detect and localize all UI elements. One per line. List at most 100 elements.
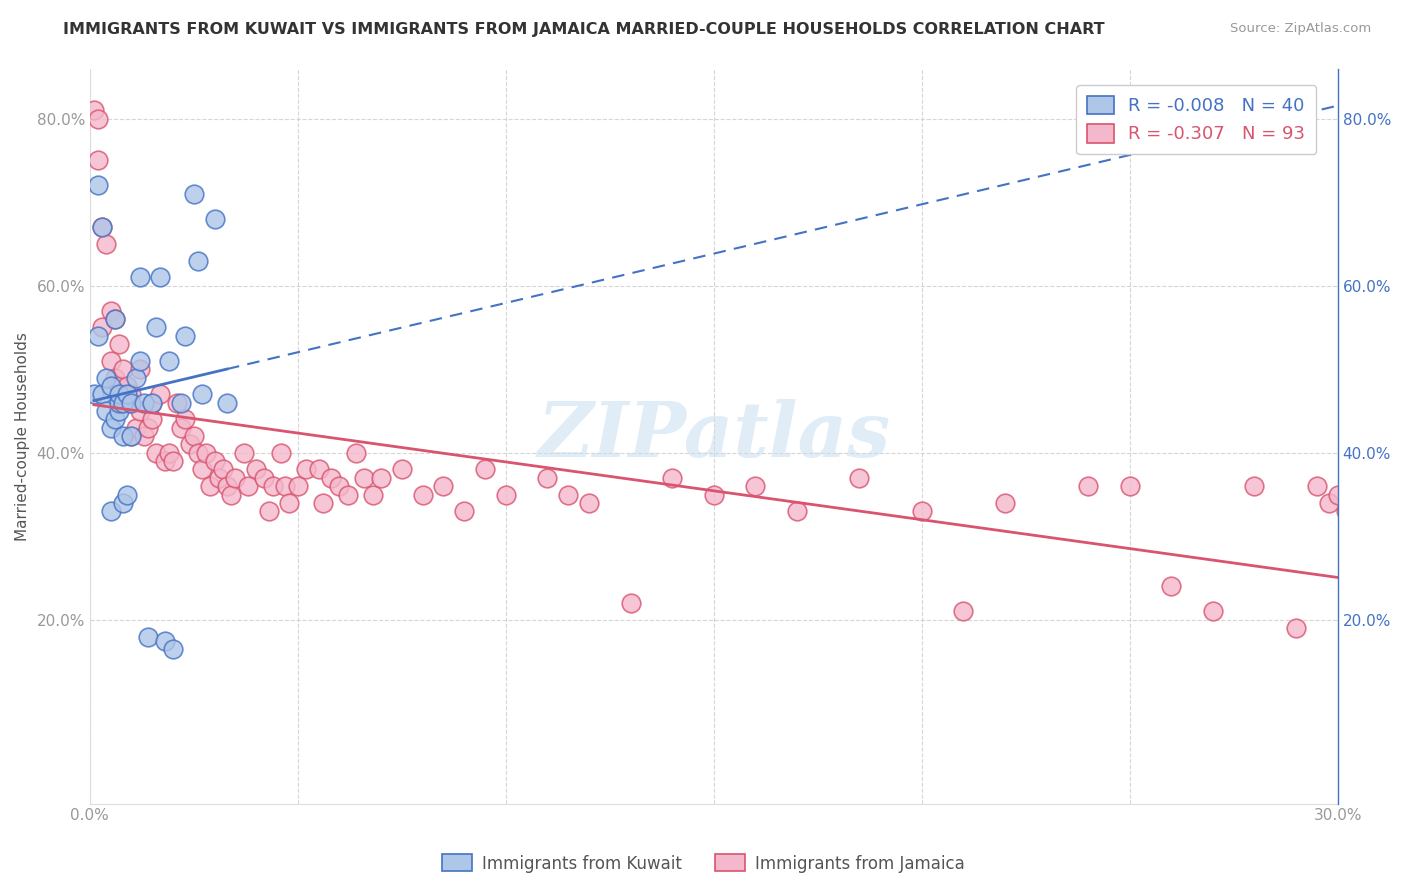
Point <box>132 429 155 443</box>
Point <box>187 446 209 460</box>
Point <box>100 354 122 368</box>
Point <box>391 462 413 476</box>
Point <box>703 487 725 501</box>
Point <box>120 429 142 443</box>
Point <box>136 630 159 644</box>
Point <box>319 471 342 485</box>
Legend: R = -0.008   N = 40, R = -0.307   N = 93: R = -0.008 N = 40, R = -0.307 N = 93 <box>1076 85 1316 154</box>
Point <box>253 471 276 485</box>
Point <box>162 454 184 468</box>
Point <box>141 395 163 409</box>
Point <box>848 471 870 485</box>
Point <box>212 462 235 476</box>
Point <box>115 395 138 409</box>
Point <box>87 328 110 343</box>
Point <box>83 387 105 401</box>
Point <box>124 421 146 435</box>
Point <box>100 379 122 393</box>
Point <box>141 395 163 409</box>
Point <box>1118 479 1140 493</box>
Legend: Immigrants from Kuwait, Immigrants from Jamaica: Immigrants from Kuwait, Immigrants from … <box>434 847 972 880</box>
Point <box>361 487 384 501</box>
Point <box>112 387 135 401</box>
Point <box>312 496 335 510</box>
Point <box>91 387 114 401</box>
Point <box>353 471 375 485</box>
Point <box>744 479 766 493</box>
Point <box>1160 579 1182 593</box>
Point <box>195 446 218 460</box>
Point <box>166 395 188 409</box>
Point <box>287 479 309 493</box>
Text: IMMIGRANTS FROM KUWAIT VS IMMIGRANTS FROM JAMAICA MARRIED-COUPLE HOUSEHOLDS CORR: IMMIGRANTS FROM KUWAIT VS IMMIGRANTS FRO… <box>63 22 1105 37</box>
Point <box>1243 479 1265 493</box>
Point <box>96 370 118 384</box>
Point <box>145 446 167 460</box>
Point <box>1334 504 1357 518</box>
Point <box>994 496 1017 510</box>
Point <box>1285 621 1308 635</box>
Point <box>96 404 118 418</box>
Point <box>91 220 114 235</box>
Point <box>278 496 301 510</box>
Point <box>786 504 808 518</box>
Text: ZIPatlas: ZIPatlas <box>537 399 890 473</box>
Point <box>270 446 292 460</box>
Point <box>157 446 180 460</box>
Point <box>112 429 135 443</box>
Point <box>128 362 150 376</box>
Point <box>153 454 176 468</box>
Point <box>1317 496 1340 510</box>
Point <box>96 236 118 251</box>
Point <box>661 471 683 485</box>
Point <box>108 337 131 351</box>
Point <box>108 404 131 418</box>
Point <box>412 487 434 501</box>
Point <box>112 362 135 376</box>
Point <box>536 471 558 485</box>
Point <box>344 446 367 460</box>
Point <box>174 412 197 426</box>
Point <box>83 103 105 118</box>
Point <box>120 395 142 409</box>
Point <box>104 312 127 326</box>
Point <box>257 504 280 518</box>
Y-axis label: Married-couple Households: Married-couple Households <box>15 332 30 541</box>
Point <box>619 596 641 610</box>
Point <box>115 379 138 393</box>
Point <box>124 370 146 384</box>
Point <box>236 479 259 493</box>
Point <box>204 211 226 226</box>
Point <box>232 446 254 460</box>
Point <box>432 479 454 493</box>
Point <box>149 387 172 401</box>
Point <box>179 437 201 451</box>
Point <box>100 303 122 318</box>
Point <box>87 153 110 168</box>
Point <box>1306 479 1329 493</box>
Point <box>336 487 359 501</box>
Point <box>120 429 142 443</box>
Point <box>100 421 122 435</box>
Point <box>215 479 238 493</box>
Point <box>1202 605 1225 619</box>
Point <box>328 479 350 493</box>
Point <box>215 395 238 409</box>
Point <box>153 633 176 648</box>
Point <box>108 379 131 393</box>
Point <box>87 178 110 193</box>
Point <box>453 504 475 518</box>
Point <box>308 462 330 476</box>
Point <box>108 395 131 409</box>
Point <box>104 412 127 426</box>
Point <box>557 487 579 501</box>
Point <box>100 504 122 518</box>
Point <box>141 412 163 426</box>
Point <box>162 642 184 657</box>
Point <box>474 462 496 476</box>
Point <box>128 404 150 418</box>
Point <box>183 186 205 201</box>
Point <box>120 387 142 401</box>
Point <box>1077 479 1099 493</box>
Point <box>295 462 318 476</box>
